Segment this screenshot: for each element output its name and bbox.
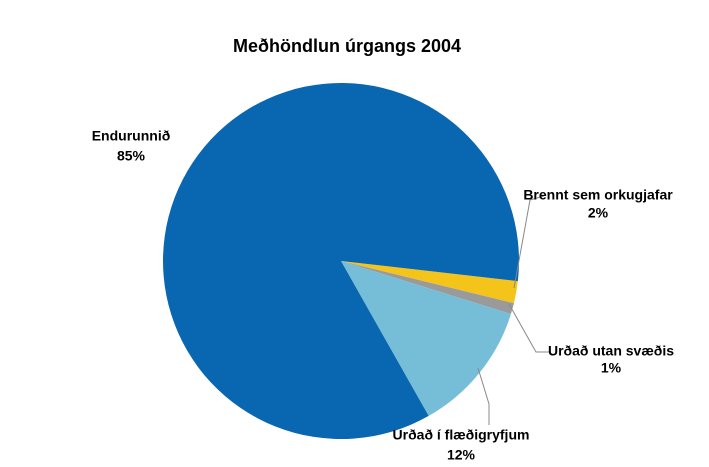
slice-label: Urðað utan svæðis (548, 343, 674, 359)
slice-label: Urðað í flæðigryfjum (393, 427, 530, 443)
leader-line (513, 195, 545, 289)
slice-value-label: 85% (117, 148, 146, 164)
slice-value-label: 1% (601, 360, 622, 376)
slice-label: Endurunnið (92, 128, 171, 144)
pie-slice (163, 83, 520, 439)
pie-slice (341, 261, 518, 304)
chart-title: Meðhöndlun úrgangs 2004 (233, 36, 461, 56)
pie-slice (341, 261, 511, 416)
pie-slice (341, 261, 514, 314)
slice-value-label: 2% (588, 205, 609, 221)
slice-value-label: 12% (447, 447, 476, 463)
slice-label: Brennt sem orkugjafar (523, 187, 673, 203)
leader-line (508, 303, 550, 353)
leader-line (477, 367, 490, 425)
